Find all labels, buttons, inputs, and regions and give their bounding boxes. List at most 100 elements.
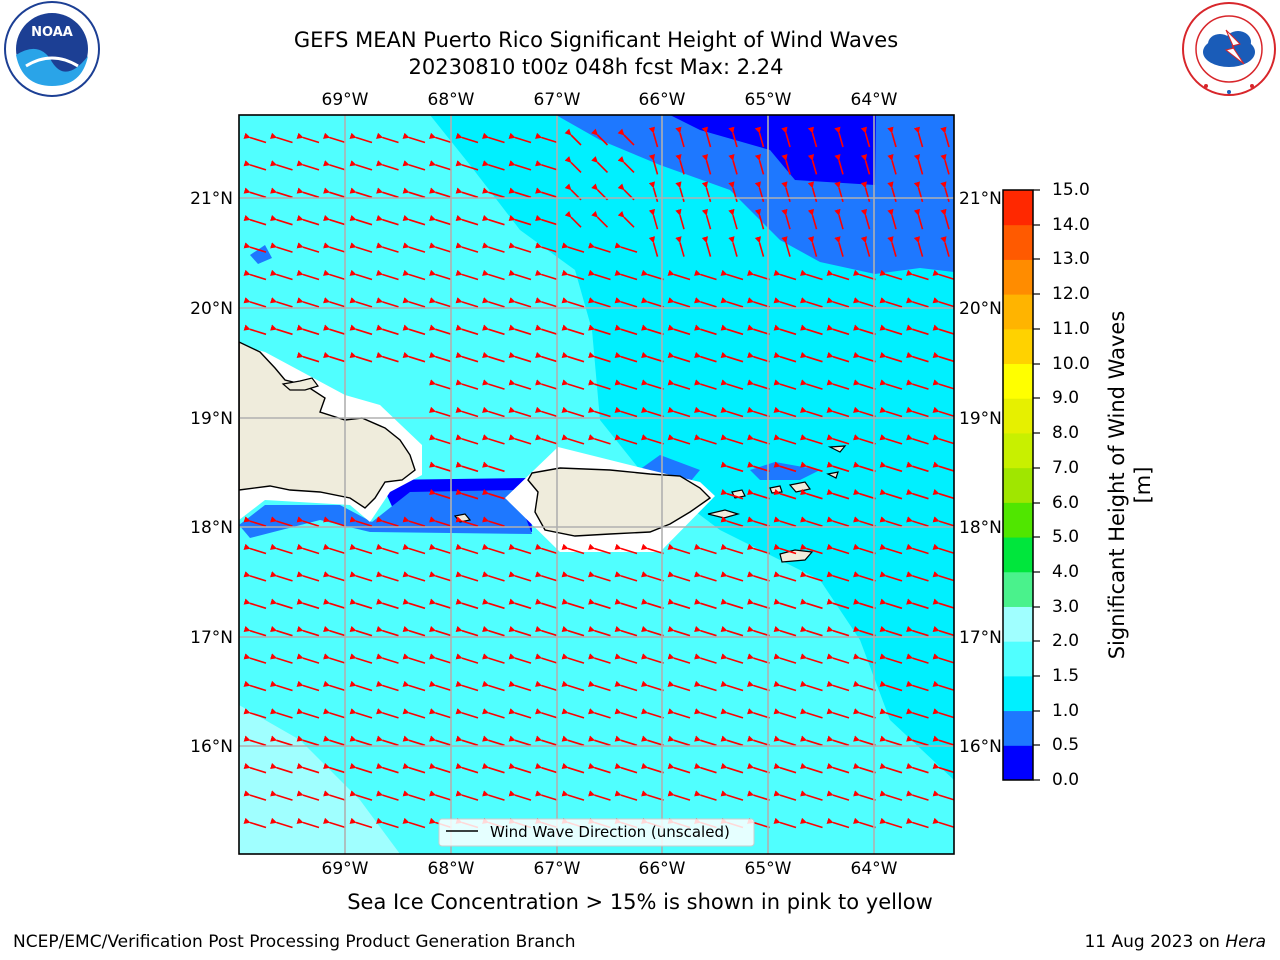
wave-direction-arrow — [853, 598, 876, 610]
wave-direction-arrow — [296, 132, 320, 144]
footer-date: 11 Aug 2023 on Hera — [1084, 932, 1266, 952]
wave-direction-arrow — [508, 625, 532, 637]
wave-direction-arrow — [591, 156, 609, 173]
colorbar-swatches — [1003, 190, 1033, 781]
wave-direction-arrow — [455, 269, 479, 281]
wave-direction-arrow — [535, 543, 558, 555]
wave-direction-arrow — [781, 153, 791, 175]
wave-direction-arrow — [614, 653, 638, 664]
wave-direction-arrow — [243, 625, 267, 637]
wave-direction-arrow — [781, 126, 791, 148]
wave-direction-arrow — [879, 379, 903, 390]
wave-direction-arrow — [535, 680, 558, 692]
lon-label-bottom: 67°W — [534, 859, 581, 879]
wave-direction-arrow — [720, 598, 744, 610]
lat-label-right: 21°N — [959, 189, 1002, 209]
wave-direction-arrow — [429, 434, 452, 445]
wave-direction-arrow — [694, 351, 717, 363]
wave-direction-arrow — [747, 324, 770, 336]
wave-direction-arrow — [807, 236, 818, 257]
wave-direction-arrow — [667, 543, 691, 555]
wave-direction-arrow — [614, 242, 638, 253]
wave-direction-arrow — [826, 379, 850, 390]
wave-direction-arrow — [826, 434, 850, 445]
lat-label-right: 18°N — [959, 518, 1002, 538]
wave-direction-arrow — [800, 406, 823, 418]
lon-label-bottom: 68°W — [428, 859, 475, 879]
wave-direction-arrow — [879, 817, 903, 829]
wave-direction-arrow — [349, 625, 373, 637]
wave-direction-arrow — [564, 210, 582, 228]
wave-direction-arrow — [913, 126, 924, 148]
wave-direction-arrow — [826, 735, 850, 747]
wave-direction-arrow — [720, 735, 744, 747]
wave-direction-arrow — [535, 160, 558, 171]
wave-direction-arrow — [349, 516, 373, 527]
lat-label-right: 19°N — [959, 409, 1002, 429]
wave-direction-arrow — [641, 297, 664, 308]
wave-direction-arrow — [932, 488, 954, 500]
wave-direction-arrow — [641, 324, 664, 336]
wave-direction-arrow — [561, 625, 585, 637]
wave-direction-arrow — [906, 297, 929, 308]
wave-direction-arrow — [932, 351, 954, 363]
wave-direction-arrow — [834, 181, 844, 203]
wave-direction-arrow — [561, 434, 585, 445]
wave-direction-arrow — [296, 187, 320, 199]
lat-label-left: 17°N — [190, 628, 233, 648]
wave-direction-arrow — [323, 571, 346, 582]
wave-direction-arrow — [561, 297, 585, 308]
wave-direction-arrow — [826, 571, 850, 582]
wave-direction-arrow — [614, 297, 638, 308]
wave-direction-arrow — [535, 214, 558, 226]
wave-direction-arrow — [429, 571, 452, 582]
wave-direction-arrow — [826, 817, 850, 829]
wave-direction-arrow — [296, 653, 320, 664]
wave-direction-arrow — [591, 128, 609, 146]
wave-direction-arrow — [675, 126, 685, 148]
wave-direction-arrow — [853, 708, 876, 719]
wave-direction-arrow — [482, 571, 505, 582]
wave-direction-arrow — [720, 571, 744, 582]
wave-direction-arrow — [879, 571, 903, 582]
wave-direction-arrow — [588, 735, 611, 747]
wave-direction-arrow — [747, 680, 770, 692]
wave-direction-arrow — [402, 516, 426, 527]
wave-direction-arrow — [429, 132, 452, 144]
wave-direction-arrow — [694, 406, 717, 418]
wave-direction-arrow — [614, 680, 638, 692]
wave-direction-arrow — [535, 762, 558, 774]
wave-direction-arrow — [614, 790, 638, 801]
wave-direction-arrow — [826, 488, 850, 500]
wave-direction-arrow — [455, 324, 479, 336]
wave-direction-arrow — [323, 132, 346, 144]
wave-direction-arrow — [728, 236, 738, 257]
wave-direction-arrow — [349, 297, 373, 308]
wave-direction-arrow — [906, 461, 929, 473]
puerto-rico-land — [527, 467, 712, 537]
wave-direction-arrow — [694, 571, 717, 582]
wave-direction-arrow — [800, 625, 823, 637]
wave-direction-arrow — [323, 762, 346, 774]
wave-direction-arrow — [879, 653, 903, 664]
wave-direction-arrow — [296, 735, 320, 747]
wave-direction-arrow — [243, 132, 267, 144]
wave-direction-arrow — [535, 790, 558, 801]
wave-direction-arrow — [694, 324, 717, 336]
legend-label: Wind Wave Direction (unscaled) — [490, 823, 730, 841]
wave-direction-arrow — [853, 625, 876, 637]
wave-direction-arrow — [455, 790, 479, 801]
wave-direction-arrow — [781, 181, 791, 203]
wave-direction-arrow — [323, 269, 346, 281]
lon-label-top: 66°W — [639, 90, 686, 110]
gridlines — [239, 115, 954, 854]
wave-direction-arrow — [728, 126, 738, 148]
wave-direction-arrow — [564, 156, 582, 173]
wave-direction-arrow — [243, 324, 267, 336]
wave-direction-arrow — [800, 680, 823, 692]
wave-direction-arrow — [773, 625, 797, 637]
wave-direction-arrow — [720, 708, 744, 719]
wave-direction-arrow — [535, 242, 558, 253]
wave-direction-arrow — [323, 708, 346, 719]
wave-direction-arrow — [402, 762, 426, 774]
